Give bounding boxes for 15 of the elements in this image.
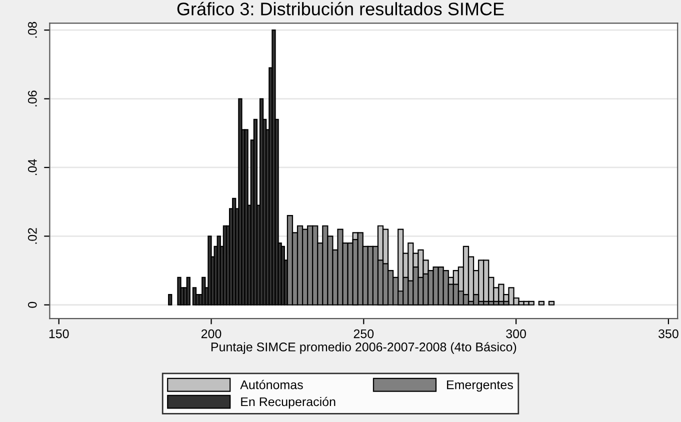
y-tick-label: .04 [28,159,37,176]
x-axis-title: Puntaje SIMCE promedio 2006-2007-2008 (4to Básico) [211,342,516,354]
x-tick-label: 300 [506,329,526,338]
x-tick-label: 350 [658,329,678,338]
chart-title: Gráfico 3: Distribución resultados SIMCE [177,2,504,16]
legend-label: En Recuperación [241,396,336,409]
legend-label: Autónomas [240,380,303,390]
x-tick-label: 250 [354,329,374,338]
x-tick-label: 150 [49,329,69,338]
x-tick-label: 200 [201,329,222,338]
y-tick-label: 0 [28,302,37,308]
y-tick-label: .02 [28,228,37,244]
y-tick-label: .08 [28,22,37,38]
y-tick-label: .06 [28,90,37,106]
legend-label: Emergentes [447,380,513,392]
